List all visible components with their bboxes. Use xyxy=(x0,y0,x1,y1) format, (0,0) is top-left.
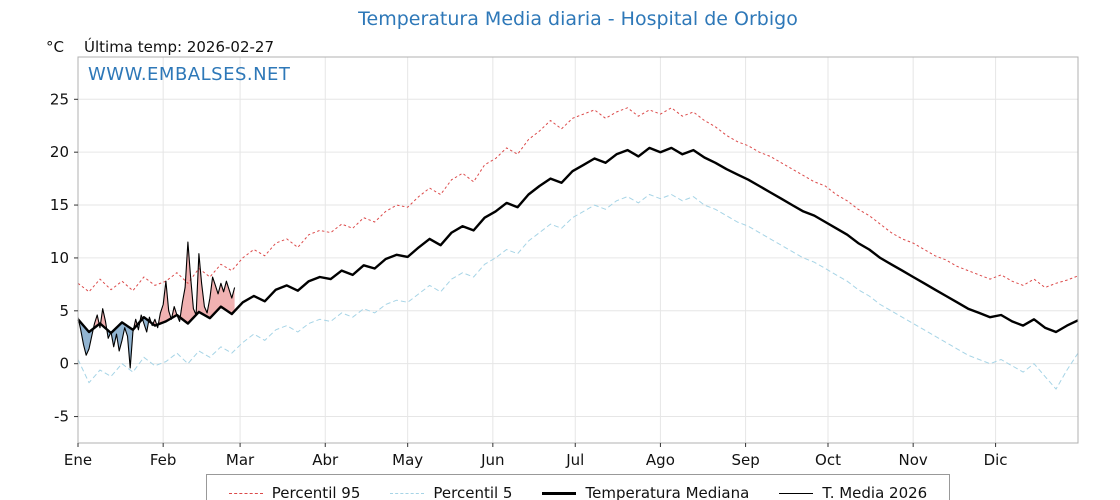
legend-wrap: Percentil 95 Percentil 5 Temperatura Med… xyxy=(78,474,1078,500)
svg-text:Oct: Oct xyxy=(815,451,841,469)
svg-text:Abr: Abr xyxy=(312,451,339,469)
watermark: WWW.EMBALSES.NET xyxy=(88,64,291,85)
svg-text:Dic: Dic xyxy=(984,451,1008,469)
legend-label-percentil95: Percentil 95 xyxy=(271,484,361,500)
media2026-line-sample-icon xyxy=(779,492,814,494)
mediana-line-sample-icon xyxy=(542,491,577,495)
legend-label-mediana: Temperatura Mediana xyxy=(585,484,750,500)
svg-text:20: 20 xyxy=(50,143,69,161)
svg-text:Feb: Feb xyxy=(150,451,177,469)
svg-text:May: May xyxy=(392,451,423,469)
svg-text:-5: -5 xyxy=(54,408,69,426)
svg-text:Nov: Nov xyxy=(899,451,928,469)
legend-item-mediana: Temperatura Mediana xyxy=(542,484,749,500)
p95-line-sample-icon xyxy=(228,492,263,494)
y-axis-unit-label: °C xyxy=(46,38,64,56)
p5-line-sample-icon xyxy=(390,492,425,494)
legend-item-percentil5: Percentil 5 xyxy=(390,484,512,500)
svg-text:Ene: Ene xyxy=(64,451,92,469)
svg-text:0: 0 xyxy=(59,355,69,373)
svg-text:Jun: Jun xyxy=(480,451,504,469)
svg-text:Jul: Jul xyxy=(565,451,584,469)
chart-title: Temperatura Media diaria - Hospital de O… xyxy=(358,8,798,30)
svg-text:Sep: Sep xyxy=(731,451,759,469)
svg-text:10: 10 xyxy=(50,249,69,267)
svg-text:5: 5 xyxy=(59,302,69,320)
svg-text:15: 15 xyxy=(50,196,69,214)
legend: Percentil 95 Percentil 5 Temperatura Med… xyxy=(205,474,951,500)
legend-label-percentil5: Percentil 5 xyxy=(433,484,513,500)
legend-label-media2026: T. Media 2026 xyxy=(822,484,928,500)
legend-item-media2026: T. Media 2026 xyxy=(779,484,927,500)
svg-text:Mar: Mar xyxy=(226,451,255,469)
legend-item-percentil95: Percentil 95 xyxy=(228,484,361,500)
last-temp-label: Última temp: 2026-02-27 xyxy=(84,38,275,56)
svg-text:Ago: Ago xyxy=(646,451,675,469)
svg-text:25: 25 xyxy=(50,90,69,108)
